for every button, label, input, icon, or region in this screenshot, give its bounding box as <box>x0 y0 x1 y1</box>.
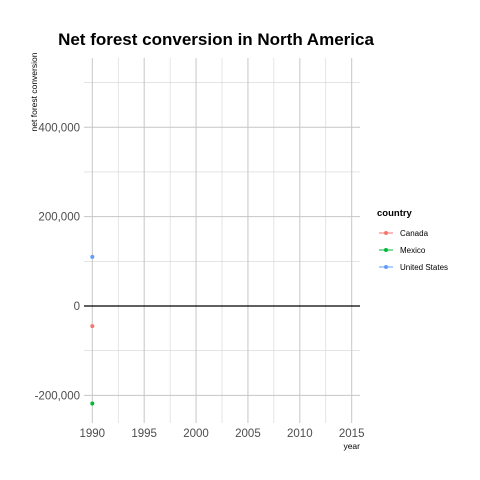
y-tick-label: -200,000 <box>35 390 80 402</box>
y-tick-label: 400,000 <box>38 122 80 134</box>
x-tick-label: 1995 <box>131 428 157 440</box>
x-tick-label: 2015 <box>339 428 365 440</box>
y-tick-label: 200,000 <box>38 212 80 224</box>
legend-label: Canada <box>400 229 429 238</box>
x-tick-label: 2005 <box>235 428 261 440</box>
x-tick-label: 2000 <box>183 428 209 440</box>
legend-label: United States <box>400 263 448 272</box>
data-point-united-states <box>90 254 95 259</box>
legend-key-point <box>384 265 388 269</box>
chart-title: Net forest conversion in North America <box>58 30 374 49</box>
data-point-mexico <box>90 401 95 406</box>
data-point-canada <box>90 324 95 329</box>
x-tick-label: 1990 <box>80 428 106 440</box>
legend: country Canada Mexico United States <box>377 208 448 272</box>
x-axis-title: year <box>343 441 360 451</box>
legend-key-point <box>384 231 388 235</box>
x-tick-label: 2010 <box>287 428 313 440</box>
y-axis-title: net forest conversion <box>29 52 39 131</box>
legend-label: Mexico <box>400 246 426 255</box>
plot-panel: 1990 1995 2000 2005 2010 2015 -200,000 0 200,000… <box>35 58 365 440</box>
y-tick-label: 0 <box>74 301 80 313</box>
legend-title: country <box>377 208 413 219</box>
legend-key-point <box>384 248 388 252</box>
